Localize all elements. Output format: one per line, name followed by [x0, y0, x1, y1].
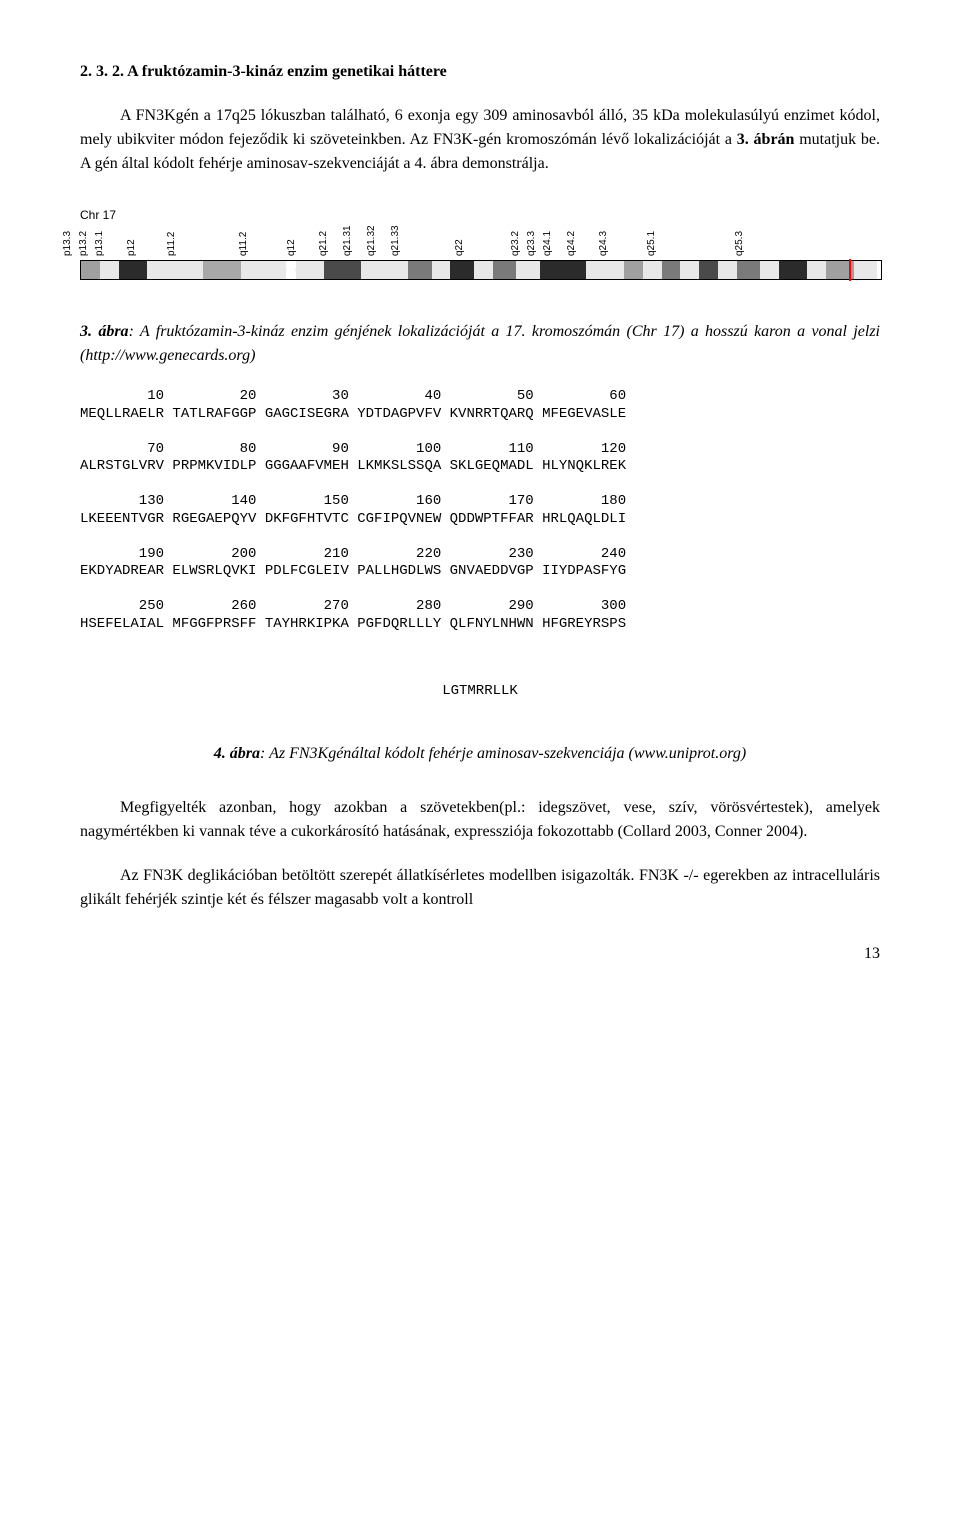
chr-band — [203, 261, 241, 279]
paragraph-2: Megfigyelték azonban, hogy azokban a szö… — [80, 796, 880, 844]
chr-band — [119, 261, 147, 279]
section-heading: 2. 3. 2. A fruktózamin-3-kináz enzim gen… — [80, 60, 880, 84]
chr-band — [586, 261, 624, 279]
chr-band — [854, 261, 877, 279]
figure3-text: : A fruktózamin-3-kináz enzim génjének l… — [80, 323, 880, 364]
para1-bold: 3. ábrán — [737, 131, 795, 148]
chromosome-ideogram: Chr 17 p13.3p13.2p13.1p12p11.2q11.2q12q2… — [80, 206, 880, 280]
chr-band — [779, 261, 807, 279]
chr-band — [81, 261, 100, 279]
chr-band — [432, 261, 451, 279]
chr-band — [643, 261, 662, 279]
figure4-caption: 4. ábra: Az FN3Kgénáltal kódolt fehérje … — [80, 742, 880, 766]
figure3-caption: 3. ábra: A fruktózamin-3-kináz enzim gén… — [80, 320, 880, 368]
chr-band — [516, 261, 539, 279]
chr-band — [680, 261, 699, 279]
protein-sequence: 10 20 30 40 50 60 MEQLLRAELR TATLRAFGGP … — [80, 388, 880, 651]
chr-band — [295, 261, 323, 279]
chr-band — [718, 261, 737, 279]
paragraph-3: Az FN3K deglikációban betöltött szerepét… — [80, 864, 880, 912]
sequence-tail: LGTMRRLLK — [80, 681, 880, 702]
chr-band — [540, 261, 587, 279]
chr-band — [760, 261, 779, 279]
chr-band — [493, 261, 516, 279]
chr-band — [737, 261, 760, 279]
chr-band — [807, 261, 826, 279]
chr-band — [474, 261, 493, 279]
chr-band — [324, 261, 362, 279]
figure3-lead: 3. ábra — [80, 323, 129, 340]
chr-band — [100, 261, 119, 279]
chromosome-bar — [80, 260, 882, 280]
chr-band — [450, 261, 473, 279]
chr-band — [699, 261, 718, 279]
chr-band — [147, 261, 166, 279]
centromere — [287, 261, 295, 279]
chr-band — [662, 261, 681, 279]
page-number: 13 — [80, 942, 880, 966]
figure4-lead: 4. ábra — [214, 745, 260, 762]
chr-band — [165, 261, 203, 279]
chromosome-label: Chr 17 — [80, 206, 880, 224]
chr-band — [624, 261, 643, 279]
gene-location-marker — [849, 259, 851, 281]
chr-band — [361, 261, 408, 279]
chr-band — [408, 261, 431, 279]
paragraph-1: A FN3Kgén a 17q25 lókuszban található, 6… — [80, 104, 880, 176]
chromosome-tick-labels: p13.3p13.2p13.1p12p11.2q11.2q12q21.2q21.… — [80, 228, 880, 258]
figure4-text: : Az FN3Kgénáltal kódolt fehérje aminosa… — [260, 745, 746, 762]
chr-band — [241, 261, 288, 279]
